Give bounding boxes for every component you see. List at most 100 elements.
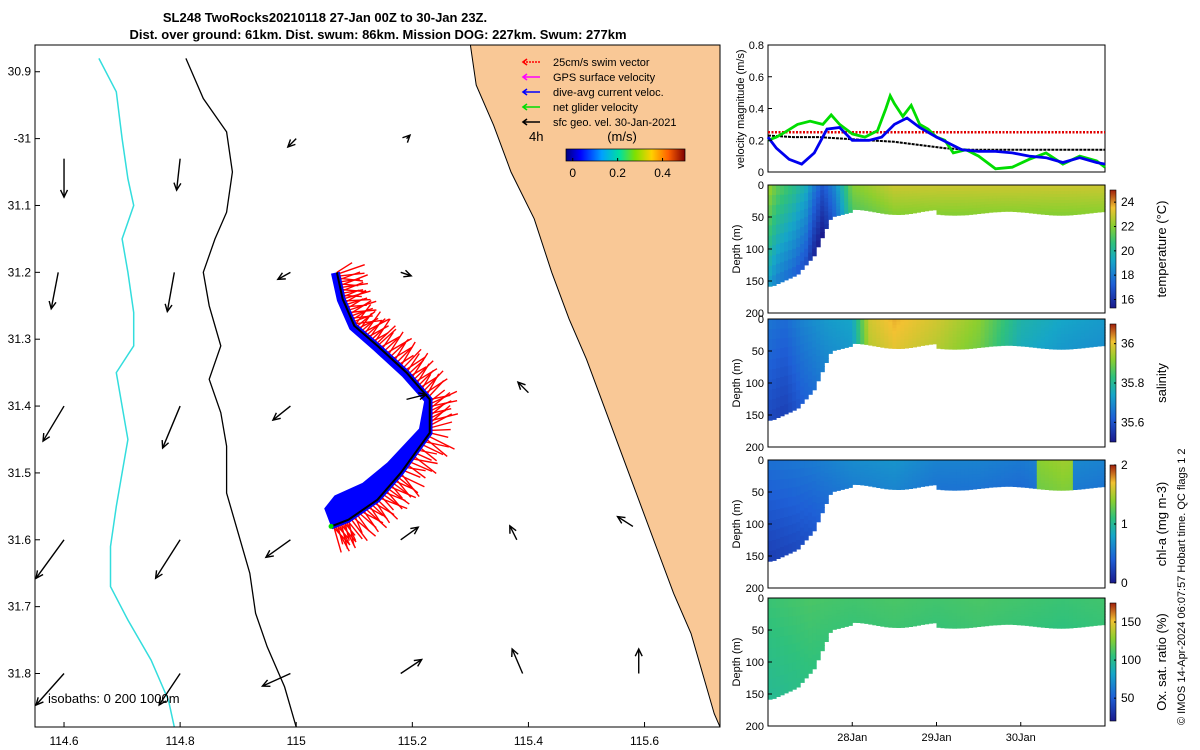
oxygen-cell: [876, 600, 881, 604]
oxygen-cell: [948, 616, 954, 620]
salinity-cell: [876, 324, 881, 328]
chla-cell: [948, 478, 954, 482]
salinity-cell: [1000, 324, 1006, 328]
salinity-cell: [1060, 328, 1066, 332]
oxygen-cell: [888, 598, 893, 602]
temperature-cell: [888, 208, 893, 212]
temperature-cell: [848, 201, 853, 205]
salinity-cell: [960, 342, 966, 347]
oxygen-cell: [1101, 619, 1106, 623]
temperature-cell: [864, 202, 869, 206]
temperature-cell: [1072, 196, 1078, 201]
salinity-cell: [960, 339, 966, 344]
chla-cell: [932, 479, 938, 483]
salinity-cell: [908, 324, 913, 329]
chla-cell: [1040, 486, 1046, 490]
salinity-cell: [984, 330, 990, 334]
oxygen-cell: [932, 600, 938, 604]
temperature-cell: [1016, 195, 1022, 199]
salinity-cell: [980, 330, 986, 334]
chla-cell: [800, 485, 805, 495]
oxygen-cell: [972, 615, 978, 619]
oxygen-cell: [988, 598, 994, 602]
chla-cell: [772, 540, 777, 551]
temperature-cell: [880, 199, 885, 203]
salinity-cell: [856, 336, 861, 340]
oxygen-cell: [1068, 598, 1074, 602]
salinity-cell: [944, 345, 950, 350]
chla-cell: [784, 545, 789, 556]
temperature-cell: [948, 194, 954, 198]
oxygen-cell: [936, 600, 942, 605]
oxygen-cell: [900, 600, 905, 605]
salinity-cell: [936, 336, 942, 341]
salinity-cell: [1036, 333, 1042, 337]
oxygen-cell: [1044, 618, 1050, 623]
temperature-cell: [884, 205, 889, 209]
chla-cell: [976, 465, 982, 470]
temperature-cell: [780, 233, 785, 244]
temperature-cell: [828, 185, 833, 189]
chla-cell: [904, 460, 909, 464]
salinity-cell: [1056, 337, 1062, 341]
temperature-cell: [1097, 185, 1102, 189]
salinity-cell: [816, 343, 821, 351]
salinity-cell: [1024, 338, 1030, 342]
chla-cell: [1084, 460, 1090, 464]
salinity-cell: [1064, 331, 1070, 335]
chla-cell: [1068, 474, 1074, 479]
salinity-cell: [1040, 339, 1046, 343]
temperature-cell: [808, 200, 813, 209]
oxygen-cell: [1024, 606, 1030, 610]
oxygen-cell: [900, 615, 905, 620]
salinity-cell: [1101, 335, 1106, 339]
oxygen-cell: [1036, 598, 1042, 602]
oxygen-cell: [1024, 600, 1030, 604]
temperature-cell: [812, 227, 817, 236]
salinity-cell: [988, 319, 994, 323]
oxygen-cell: [896, 612, 901, 617]
chla-cell: [1072, 468, 1078, 473]
oxygen-cell: [828, 611, 833, 616]
oxygen-cell: [992, 622, 998, 626]
oxygen-cell: [920, 616, 926, 620]
temperature-cell: [964, 190, 970, 195]
geo-velocity-arrow: [511, 647, 524, 674]
temperature-cell: [932, 202, 938, 206]
chla-cell: [928, 467, 934, 471]
oxygen-cell: [824, 611, 829, 616]
salinity-cell: [1072, 342, 1078, 346]
chla-cell: [1072, 483, 1078, 487]
oxygen-cell: [1080, 612, 1086, 616]
temperature-cell: [960, 194, 966, 198]
oxygen-cell: [968, 621, 974, 625]
oxygen-cell: [916, 611, 921, 615]
map-y-tick-label: 30.9: [8, 65, 32, 79]
temperature-cell: [944, 185, 950, 189]
chla-cell: [880, 468, 885, 472]
oxygen-cell: [892, 606, 897, 611]
salinity-colorbar-label: salinity: [1154, 363, 1169, 403]
oxygen-cell: [872, 603, 877, 607]
chla-y-tick-label: 0: [758, 455, 764, 467]
temperature-cell: [1072, 202, 1078, 207]
chla-cell: [960, 483, 966, 488]
chla-cell: [1060, 472, 1066, 476]
temperature-cell: [940, 188, 946, 192]
temperature-cell: [1072, 193, 1078, 198]
temperature-cell: [1064, 197, 1070, 201]
salinity-cell: [1052, 322, 1058, 326]
salinity-cell: [1048, 327, 1054, 332]
temperature-cell: [784, 241, 789, 252]
oxygen-cell: [808, 665, 813, 674]
temperature-cell: [872, 187, 877, 191]
temperature-cell: [788, 240, 793, 251]
temperature-cell: [880, 204, 885, 209]
chla-cell: [1064, 472, 1070, 476]
salinity-cell: [956, 322, 962, 326]
temperature-cell: [776, 194, 781, 206]
temperature-cell: [1064, 191, 1070, 195]
salinity-cell: [820, 319, 825, 325]
salinity-cell: [904, 319, 909, 323]
salinity-cell: [1072, 345, 1078, 349]
